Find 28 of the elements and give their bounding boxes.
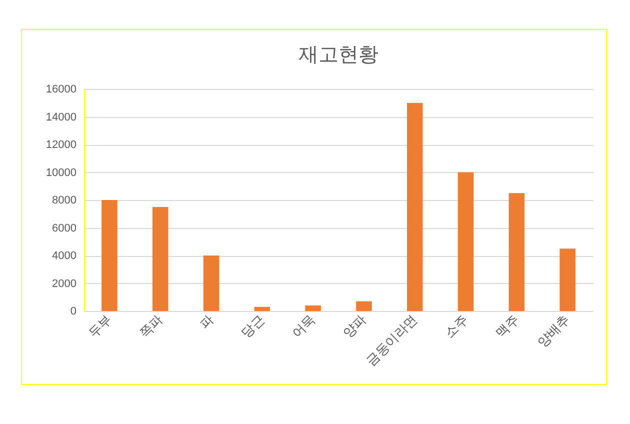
x-tick-label: 어묵 <box>289 312 318 341</box>
x-tick-label: 양파 <box>340 312 369 341</box>
bar <box>508 193 525 311</box>
y-tick-label: 8000 <box>52 194 76 206</box>
bar <box>560 248 576 311</box>
x-tick-label: 파 <box>196 312 216 332</box>
bar <box>406 102 423 311</box>
x-tick-label: 당근 <box>238 312 268 341</box>
y-tick-label: 4000 <box>52 250 76 262</box>
y-tick-label: 12000 <box>46 139 76 151</box>
x-tick-label: 두부 <box>85 312 114 341</box>
bar <box>356 301 372 311</box>
bar <box>102 200 118 311</box>
y-tick-label: 0 <box>70 306 76 318</box>
y-tick-label: 16000 <box>46 84 76 96</box>
bar <box>254 306 270 311</box>
y-tick-label: 14000 <box>46 111 76 124</box>
bar <box>152 206 168 311</box>
x-tick-label: 쪽파 <box>136 312 166 341</box>
bar <box>458 172 474 311</box>
x-tick-label: 맥주 <box>492 312 522 341</box>
y-tick-label: 2000 <box>52 278 76 290</box>
bar <box>203 256 220 311</box>
chart-title: 재고현황 <box>298 44 378 66</box>
bar <box>305 305 321 311</box>
y-tick-label: 6000 <box>52 222 76 234</box>
y-tick-label: 10000 <box>46 166 76 179</box>
x-tick-label: 소주 <box>442 312 471 341</box>
